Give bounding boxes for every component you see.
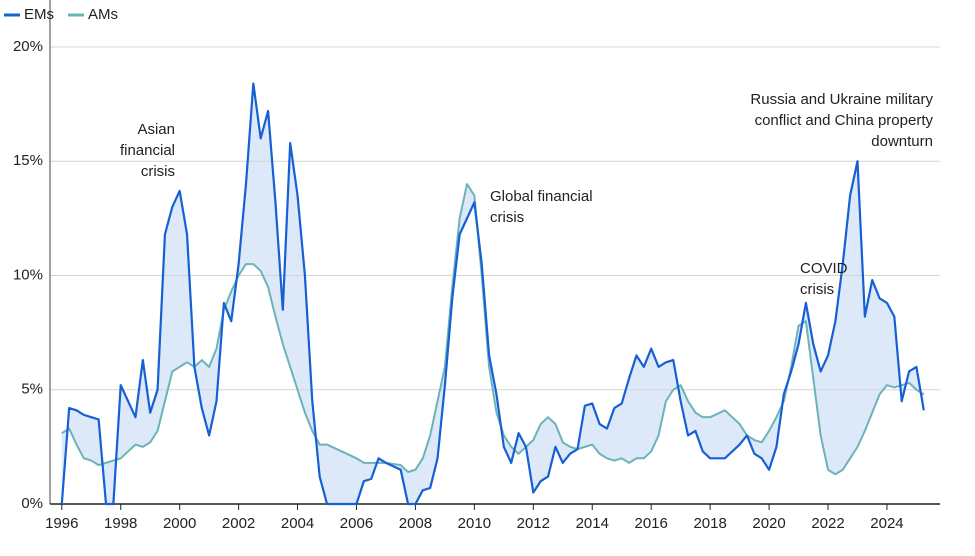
x-tick-label: 2022: [811, 515, 844, 532]
x-tick-label: 2024: [870, 515, 903, 532]
annotation: crisis: [800, 281, 834, 298]
legend-label: AMs: [88, 6, 118, 23]
x-tick-label: 1998: [104, 515, 137, 532]
y-tick-label: 20%: [13, 38, 43, 55]
annotation: downturn: [871, 133, 933, 150]
legend-label: EMs: [24, 6, 54, 23]
x-tick-label: 2014: [576, 515, 609, 532]
annotation: crisis: [490, 209, 524, 226]
y-tick-label: 10%: [13, 266, 43, 283]
annotation: financial: [120, 142, 175, 159]
x-tick-label: 1996: [45, 515, 78, 532]
x-tick-label: 2018: [693, 515, 726, 532]
x-tick-label: 2000: [163, 515, 196, 532]
annotation: COVID: [800, 260, 848, 277]
x-tick-label: 2008: [399, 515, 432, 532]
annotation: Asian: [137, 121, 175, 138]
x-tick-label: 2010: [458, 515, 491, 532]
annotation: crisis: [141, 163, 175, 180]
x-tick-label: 2006: [340, 515, 373, 532]
annotation: Russia and Ukraine military: [750, 91, 933, 108]
annotation: conflict and China property: [755, 112, 934, 129]
x-tick-label: 2020: [752, 515, 785, 532]
annotation: Global financial: [490, 188, 593, 205]
x-tick-label: 2016: [635, 515, 668, 532]
x-tick-label: 2002: [222, 515, 255, 532]
series-line: [60, 82, 925, 506]
y-tick-label: 15%: [13, 152, 43, 169]
y-tick-label: 0%: [21, 495, 43, 512]
x-tick-label: 2004: [281, 515, 314, 532]
x-tick-label: 2012: [517, 515, 550, 532]
y-tick-label: 5%: [21, 381, 43, 398]
